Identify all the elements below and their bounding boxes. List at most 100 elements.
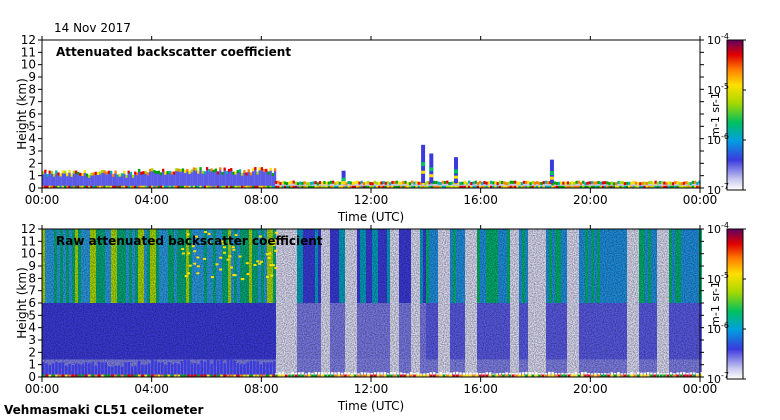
- noise-highlight: [253, 264, 257, 267]
- bl-column: [489, 182, 493, 188]
- bl-column: [667, 183, 670, 188]
- bl-top-mark: [634, 181, 638, 185]
- bl-top-mark: [301, 181, 304, 185]
- bl-top-mark: [223, 167, 226, 171]
- surface-mark: [400, 374, 403, 377]
- bl-top-mark: [292, 180, 295, 184]
- bl-top-mark: [347, 180, 350, 184]
- surface-mark: [627, 374, 630, 377]
- bl-top-mark: [457, 181, 460, 185]
- bl-top-mark: [487, 181, 491, 185]
- noise-highlight: [196, 256, 200, 259]
- bl-column: [360, 182, 363, 188]
- surface-mark: [194, 185, 198, 188]
- bl-top-mark: [584, 182, 587, 186]
- bl-column: [259, 364, 263, 377]
- bl-top-mark: [636, 182, 640, 186]
- bl-top-mark: [568, 181, 572, 185]
- bl-column: [233, 360, 236, 377]
- surface-mark: [557, 185, 561, 188]
- bl-top-mark: [275, 180, 278, 184]
- surface-mark: [411, 185, 414, 188]
- noise-highlight: [274, 249, 278, 252]
- attenuated-backscatter-panel: Attenuated backscatter coefficient 01234…: [15, 32, 746, 224]
- surface-mark: [153, 185, 156, 188]
- bl-column: [402, 182, 405, 188]
- bl-column: [109, 172, 113, 188]
- surface-mark: [338, 185, 341, 188]
- bl-column: [236, 363, 240, 377]
- surface-mark: [608, 185, 611, 188]
- bl-column: [590, 183, 594, 188]
- surface-mark: [432, 185, 436, 188]
- surface-mark: [647, 185, 651, 188]
- bl-top-mark: [404, 180, 407, 184]
- bl-top-mark: [599, 181, 602, 185]
- bl-column: [318, 183, 322, 188]
- x-tick-label: 08:00: [244, 193, 279, 207]
- surface-mark: [666, 374, 670, 377]
- surface-mark: [262, 374, 266, 377]
- bl-column: [203, 361, 207, 377]
- bl-top-mark: [639, 182, 642, 186]
- surface-mark: [617, 185, 620, 188]
- surface-mark: [44, 185, 47, 188]
- bl-top-mark: [450, 181, 453, 185]
- surface-mark: [515, 374, 518, 377]
- bl-top-mark: [159, 172, 163, 176]
- bl-column: [551, 371, 554, 377]
- bl-top-mark: [542, 181, 545, 185]
- surface-mark: [380, 374, 383, 377]
- bl-column: [208, 171, 211, 188]
- bl-top-mark: [243, 170, 246, 174]
- bl-column: [68, 171, 71, 188]
- bl-column: [243, 172, 246, 188]
- bl-column: [107, 172, 111, 188]
- bl-top-mark: [68, 169, 71, 173]
- bl-column: [130, 366, 134, 377]
- surface-mark: [350, 374, 354, 377]
- surface-mark: [639, 185, 642, 188]
- surface-mark: [124, 374, 127, 377]
- surface-mark: [173, 185, 176, 188]
- bl-top-mark: [687, 182, 690, 186]
- bl-top-mark: [384, 181, 388, 185]
- surface-mark: [636, 374, 640, 377]
- surface-mark: [81, 185, 84, 188]
- bl-top-mark: [94, 171, 97, 175]
- bl-top-mark: [551, 182, 554, 186]
- bl-column: [621, 183, 624, 188]
- surface-mark: [188, 185, 191, 188]
- noise-highlight: [232, 248, 236, 251]
- surface-mark: [610, 185, 613, 188]
- bl-top-mark: [463, 180, 466, 184]
- surface-mark: [518, 374, 522, 377]
- surface-mark: [42, 374, 45, 377]
- surface-mark: [579, 185, 583, 188]
- noise-highlight: [215, 263, 219, 266]
- bl-top-mark: [571, 181, 574, 185]
- surface-mark: [301, 374, 304, 377]
- bl-top-mark: [190, 169, 193, 173]
- surface-mark: [389, 185, 392, 188]
- bl-top-mark: [277, 180, 280, 184]
- bl-column: [239, 364, 243, 377]
- surface-mark: [628, 185, 631, 188]
- colorbar-scale: [726, 228, 744, 380]
- bl-column: [197, 172, 200, 188]
- bl-top-mark: [318, 181, 322, 185]
- bl-column: [117, 365, 121, 377]
- surface-mark: [104, 374, 108, 377]
- bl-top-mark: [142, 171, 145, 175]
- bl-top-mark: [672, 182, 675, 186]
- surface-mark: [296, 185, 300, 188]
- bl-column: [146, 174, 150, 188]
- bl-column: [262, 362, 266, 377]
- bl-column: [88, 363, 91, 377]
- surface-mark: [419, 374, 423, 377]
- surface-mark: [292, 185, 295, 188]
- surface-mark: [90, 185, 93, 188]
- noise-highlight: [274, 266, 278, 269]
- bl-column: [560, 183, 563, 188]
- bl-column: [127, 361, 131, 377]
